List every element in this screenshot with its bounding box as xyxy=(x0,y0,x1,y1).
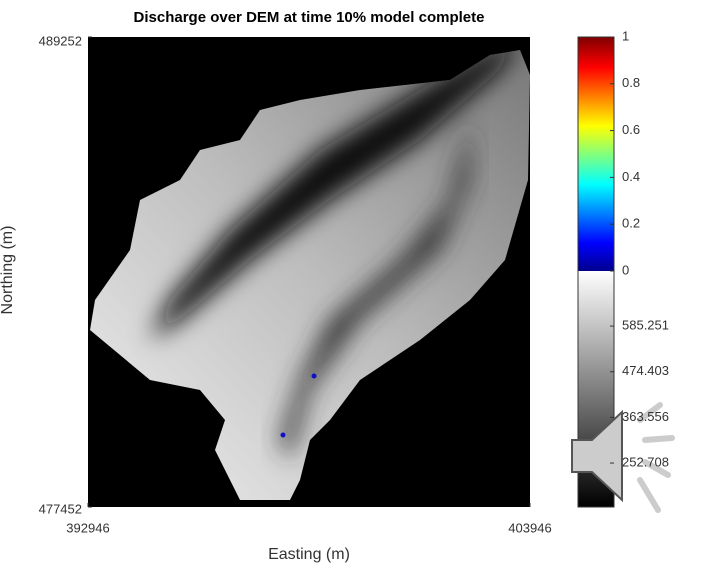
colorbar-tick-label: 585.251 xyxy=(622,318,669,333)
colorbar-tick-label: 0.4 xyxy=(622,169,640,184)
y-axis-label: Northing (m) xyxy=(0,226,16,315)
chart-title: Discharge over DEM at time 10% model com… xyxy=(134,9,485,26)
x-tick-label: 392946 xyxy=(66,520,109,535)
colorbar-tick-label: 0.2 xyxy=(622,216,640,231)
x-tick-label: 403946 xyxy=(508,520,551,535)
discharge-point xyxy=(311,373,317,379)
speaker-icon[interactable] xyxy=(571,402,675,513)
colorbar-tick-label: 0.8 xyxy=(622,75,640,90)
colorbar-tick-label: 0 xyxy=(622,262,629,277)
colorbar-frame xyxy=(577,36,615,508)
colorbar-tick-label: 0.6 xyxy=(622,122,640,137)
colorbar-tick-label: 1 xyxy=(622,28,629,43)
y-tick-label: 477452 xyxy=(39,501,82,516)
x-axis-label: Easting (m) xyxy=(268,546,350,563)
colorbar-tick-label: 363.556 xyxy=(622,409,669,424)
colorbar-tick-label: 474.403 xyxy=(622,363,669,378)
discharge-point xyxy=(280,432,286,438)
colorbar-tick-label: 252.708 xyxy=(622,454,669,469)
colorbar-discharge xyxy=(578,37,614,271)
y-tick-label: 489252 xyxy=(39,33,82,48)
